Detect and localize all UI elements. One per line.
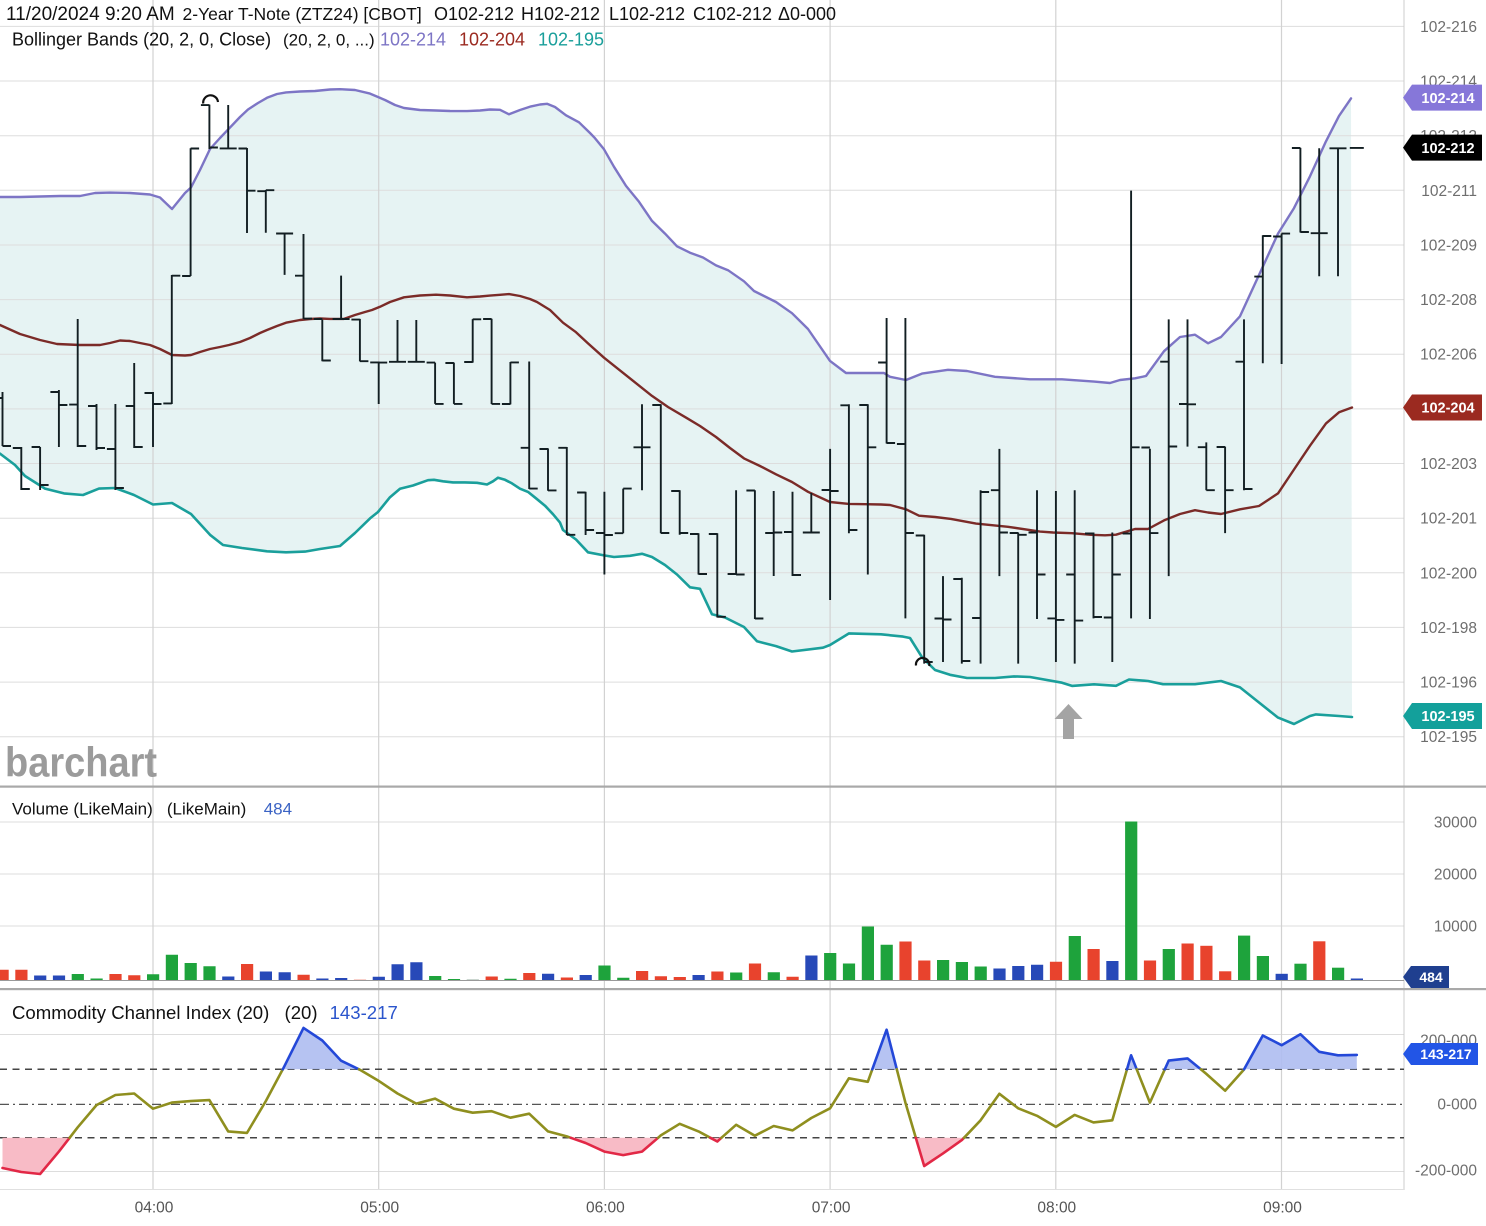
svg-text:H102-212: H102-212 xyxy=(521,4,600,24)
svg-text:102-214: 102-214 xyxy=(380,30,446,50)
svg-text:barchart: barchart xyxy=(5,739,157,786)
svg-text:Δ0-000: Δ0-000 xyxy=(778,4,836,24)
svg-text:102-198: 102-198 xyxy=(1420,620,1477,637)
svg-text:102-212: 102-212 xyxy=(1421,141,1474,157)
svg-text:06:00: 06:00 xyxy=(586,1200,625,1217)
svg-text:20000: 20000 xyxy=(1434,867,1477,884)
svg-text:102-216: 102-216 xyxy=(1420,19,1477,36)
svg-text:102-208: 102-208 xyxy=(1420,292,1477,309)
svg-text:O102-212: O102-212 xyxy=(434,4,514,24)
svg-text:102-206: 102-206 xyxy=(1420,347,1477,364)
svg-text:11/20/2024 9:20 AM: 11/20/2024 9:20 AM xyxy=(6,4,175,25)
svg-text:(20): (20) xyxy=(285,1002,318,1023)
svg-text:102-204: 102-204 xyxy=(459,30,525,50)
svg-text:102-195: 102-195 xyxy=(538,30,604,50)
svg-text:102-209: 102-209 xyxy=(1420,237,1477,254)
svg-text:Volume (LikeMain): Volume (LikeMain) xyxy=(12,800,153,819)
svg-text:10000: 10000 xyxy=(1434,919,1477,936)
svg-text:102-195: 102-195 xyxy=(1421,709,1474,725)
svg-text:L102-212: L102-212 xyxy=(609,4,685,24)
svg-text:(LikeMain): (LikeMain) xyxy=(167,800,246,819)
svg-text:143-217: 143-217 xyxy=(1420,1046,1472,1062)
svg-text:484: 484 xyxy=(264,800,292,819)
svg-text:102-204: 102-204 xyxy=(1421,401,1474,417)
svg-text:484: 484 xyxy=(1419,969,1443,985)
svg-text:(20, 2, 0, ...): (20, 2, 0, ...) xyxy=(283,31,375,50)
svg-text:08:00: 08:00 xyxy=(1037,1200,1076,1217)
svg-text:102-195: 102-195 xyxy=(1420,729,1477,746)
svg-text:2-Year T-Note (ZTZ24) [CBOT]: 2-Year T-Note (ZTZ24) [CBOT] xyxy=(183,4,422,24)
svg-text:05:00: 05:00 xyxy=(360,1200,399,1217)
svg-text:-200-000: -200-000 xyxy=(1415,1163,1477,1180)
svg-text:09:00: 09:00 xyxy=(1263,1200,1302,1217)
svg-text:Commodity Channel Index (20): Commodity Channel Index (20) xyxy=(12,1002,269,1023)
svg-text:Bollinger Bands (20, 2, 0, Clo: Bollinger Bands (20, 2, 0, Close) xyxy=(12,30,271,50)
svg-text:102-214: 102-214 xyxy=(1421,91,1474,107)
svg-text:102-203: 102-203 xyxy=(1420,456,1477,473)
svg-text:0-000: 0-000 xyxy=(1437,1097,1477,1114)
svg-text:30000: 30000 xyxy=(1434,815,1477,832)
svg-text:102-200: 102-200 xyxy=(1420,565,1477,582)
svg-text:102-201: 102-201 xyxy=(1420,511,1477,528)
svg-text:04:00: 04:00 xyxy=(135,1200,174,1217)
svg-text:C102-212: C102-212 xyxy=(693,4,772,24)
svg-text:102-211: 102-211 xyxy=(1421,183,1477,200)
svg-text:143-217: 143-217 xyxy=(330,1002,398,1023)
svg-text:07:00: 07:00 xyxy=(812,1200,851,1217)
svg-text:102-196: 102-196 xyxy=(1420,675,1477,692)
